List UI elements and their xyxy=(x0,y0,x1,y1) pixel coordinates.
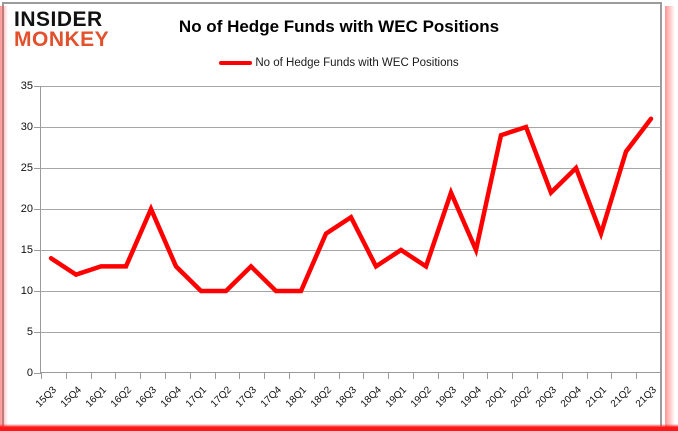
y-axis-label: 35 xyxy=(20,79,33,92)
x-axis-tick xyxy=(189,372,191,379)
logo-text-monkey: MONKEY xyxy=(14,27,110,51)
y-axis-label: 25 xyxy=(20,161,33,174)
y-axis-tick xyxy=(34,290,41,292)
x-axis-tick xyxy=(611,372,613,379)
x-axis-tick xyxy=(636,372,638,379)
y-axis-tick xyxy=(34,372,41,374)
x-axis-tick xyxy=(313,372,315,379)
x-axis-tick xyxy=(437,372,439,379)
x-axis-tick xyxy=(41,372,42,379)
x-axis-tick xyxy=(338,372,340,379)
x-axis-tick xyxy=(363,372,365,379)
gridline-y-20 xyxy=(41,208,660,210)
gridline-y-10 xyxy=(41,290,660,292)
logo-text-insider: INSIDER xyxy=(14,8,103,31)
x-axis-tick xyxy=(561,372,563,379)
x-axis-tick xyxy=(388,372,390,379)
gridline-y-30 xyxy=(41,126,660,128)
x-axis-tick xyxy=(487,372,489,379)
y-axis-label: 10 xyxy=(20,284,33,297)
x-axis-tick xyxy=(65,372,67,379)
y-axis-tick xyxy=(34,85,41,87)
series-polyline xyxy=(48,116,654,294)
gridline-y-5 xyxy=(41,331,660,333)
decorative-glow-right xyxy=(665,6,675,431)
gridline-y-35 xyxy=(41,85,660,87)
plot-area: 0 5 10 15 20 25 30 35 15Q3 15Q4 16Q1 16Q2 16Q3 16Q4 17… xyxy=(21,80,662,410)
x-axis-tick xyxy=(140,372,142,379)
x-axis-tick xyxy=(214,372,216,379)
y-axis-label: 15 xyxy=(20,243,33,256)
y-axis-label: 0 xyxy=(26,366,33,379)
y-axis-tick xyxy=(34,331,41,333)
x-axis-tick xyxy=(289,372,290,379)
gridline-y-15 xyxy=(41,249,660,251)
legend: No of Hedge Funds with WEC Positions xyxy=(0,57,678,69)
x-axis-tick xyxy=(413,372,414,379)
x-axis-tick xyxy=(115,372,117,379)
x-axis-tick xyxy=(165,372,166,379)
y-axis-label: 30 xyxy=(20,120,33,133)
chart-frame-border xyxy=(2,2,662,426)
y-axis-tick xyxy=(34,126,41,128)
x-axis-tick xyxy=(264,372,266,379)
insider-monkey-logo: INSIDER MONKEY xyxy=(14,8,110,51)
y-axis-tick xyxy=(34,249,41,251)
legend-label: No of Hedge Funds with WEC Positions xyxy=(255,57,459,69)
x-axis-tick xyxy=(537,372,538,379)
x-axis-tick xyxy=(586,372,588,379)
gridline-y-25 xyxy=(41,167,660,169)
x-axis-tick xyxy=(90,372,92,379)
x-axis-tick xyxy=(462,372,464,379)
x-axis-tick xyxy=(512,372,514,379)
x-axis-tick xyxy=(661,372,662,379)
legend-line-swatch xyxy=(219,61,253,65)
y-axis-tick xyxy=(34,167,41,169)
x-axis-tick xyxy=(239,372,241,379)
y-axis-tick xyxy=(34,208,41,210)
line-series-hedge-funds xyxy=(48,116,654,294)
y-axis-label: 20 xyxy=(20,202,33,215)
y-axis-label: 5 xyxy=(26,325,33,338)
chart-title: No of Hedge Funds with WEC Positions xyxy=(178,17,500,36)
